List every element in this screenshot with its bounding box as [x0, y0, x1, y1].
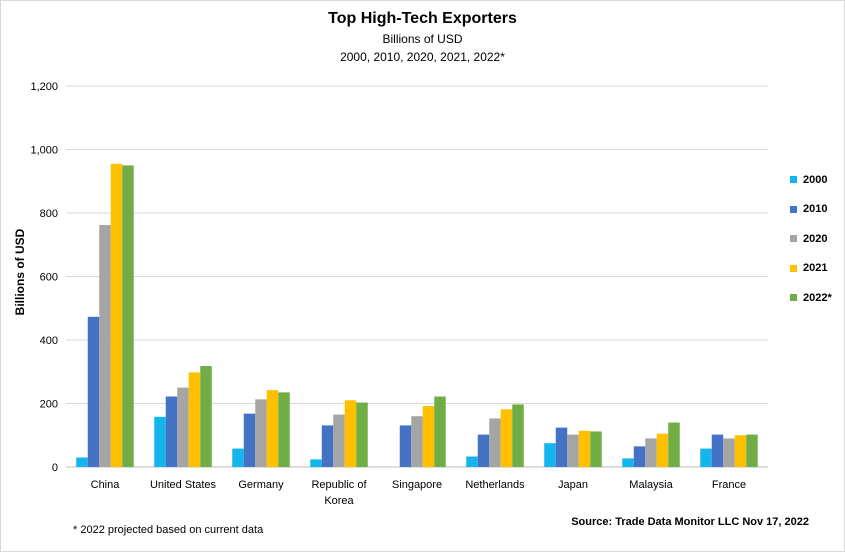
bar-2020-netherlands: [489, 418, 501, 467]
source-note: Source: Trade Data Monitor LLC Nov 17, 2…: [571, 516, 809, 528]
legend-item: 2021: [790, 254, 832, 284]
legend-swatch: [790, 294, 797, 301]
bar-2020-united-states: [177, 388, 189, 467]
bar-2020-malaysia: [645, 438, 657, 467]
bar-2000-republic-of-korea: [310, 459, 322, 467]
x-tick-label: China: [91, 479, 121, 491]
bar-2022-japan: [590, 431, 602, 467]
legend-item: 2010: [790, 195, 832, 225]
x-tick-label: Malaysia: [629, 479, 673, 491]
legend-item: 2022*: [790, 283, 832, 313]
x-tick-label: Germany: [238, 479, 284, 491]
bar-2000-malaysia: [622, 458, 634, 467]
bar-2010-france: [712, 435, 724, 467]
bar-2022-france: [746, 435, 758, 467]
bar-2021-republic-of-korea: [345, 400, 357, 467]
legend-label: 2022*: [803, 292, 832, 304]
bar-2021-china: [111, 164, 123, 467]
y-tick-label: 200: [40, 399, 58, 411]
legend-item: 2020: [790, 224, 832, 254]
bar-2000-japan: [544, 443, 556, 467]
y-tick-label: 800: [40, 208, 58, 220]
bar-2022-china: [122, 165, 134, 467]
bar-2021-singapore: [423, 406, 435, 467]
bar-2010-germany: [244, 414, 256, 467]
bar-2021-netherlands: [501, 409, 513, 467]
bar-2021-japan: [579, 431, 591, 467]
bar-2022-malaysia: [668, 423, 680, 467]
y-tick-label: 0: [52, 462, 58, 474]
legend-label: 2021: [803, 262, 827, 274]
x-tick-label: United States: [150, 479, 217, 491]
bar-2010-singapore: [400, 425, 412, 467]
x-tick-label: Netherlands: [465, 479, 525, 491]
bar-2021-france: [735, 435, 747, 467]
bar-2020-japan: [567, 435, 579, 467]
bar-2010-malaysia: [634, 446, 646, 467]
footnote: * 2022 projected based on current data: [73, 524, 263, 536]
bar-2022-republic-of-korea: [356, 403, 368, 467]
bar-2022-singapore: [434, 397, 446, 467]
bar-2020-republic-of-korea: [333, 415, 345, 467]
x-tick-label: Republic ofKorea: [311, 479, 367, 507]
bar-2021-united-states: [189, 372, 201, 467]
legend-item: 2000: [790, 165, 832, 195]
bar-2022-germany: [278, 392, 290, 467]
bar-2000-germany: [232, 449, 244, 467]
bar-2010-netherlands: [478, 435, 490, 467]
y-tick-label: 1,000: [30, 145, 58, 157]
x-tick-label: France: [712, 479, 746, 491]
legend: 2000 2010 2020 2021 2022*: [790, 165, 832, 313]
bar-2000-united-states: [154, 417, 166, 467]
legend-label: 2000: [803, 174, 827, 186]
bar-2000-china: [76, 457, 88, 467]
bar-chart: 0 200 400 600 800 1,000 1,200 China United State…: [0, 0, 845, 552]
bar-2020-france: [723, 438, 735, 467]
bar-2020-singapore: [411, 416, 423, 467]
legend-swatch: [790, 235, 797, 242]
bar-2021-malaysia: [657, 434, 669, 467]
bar-2010-china: [88, 317, 100, 467]
legend-label: 2010: [803, 203, 827, 215]
legend-swatch: [790, 176, 797, 183]
y-tick-label: 1,200: [30, 81, 58, 93]
legend-label: 2020: [803, 233, 827, 245]
bar-2010-united-states: [166, 397, 178, 467]
bar-2021-germany: [267, 390, 279, 467]
legend-swatch: [790, 265, 797, 272]
bar-2020-germany: [255, 399, 267, 467]
bar-2010-japan: [556, 428, 568, 467]
bar-2022-netherlands: [512, 404, 524, 467]
bar-2020-china: [99, 225, 111, 467]
bar-2022-united-states: [200, 366, 212, 467]
bar-2010-republic-of-korea: [322, 425, 334, 467]
x-tick-label: Japan: [558, 479, 588, 491]
legend-swatch: [790, 206, 797, 213]
x-tick-label: Singapore: [392, 479, 442, 491]
bar-2000-netherlands: [466, 457, 478, 467]
y-tick-label: 400: [40, 335, 58, 347]
bar-2000-france: [700, 449, 712, 467]
y-tick-label: 600: [40, 272, 58, 284]
